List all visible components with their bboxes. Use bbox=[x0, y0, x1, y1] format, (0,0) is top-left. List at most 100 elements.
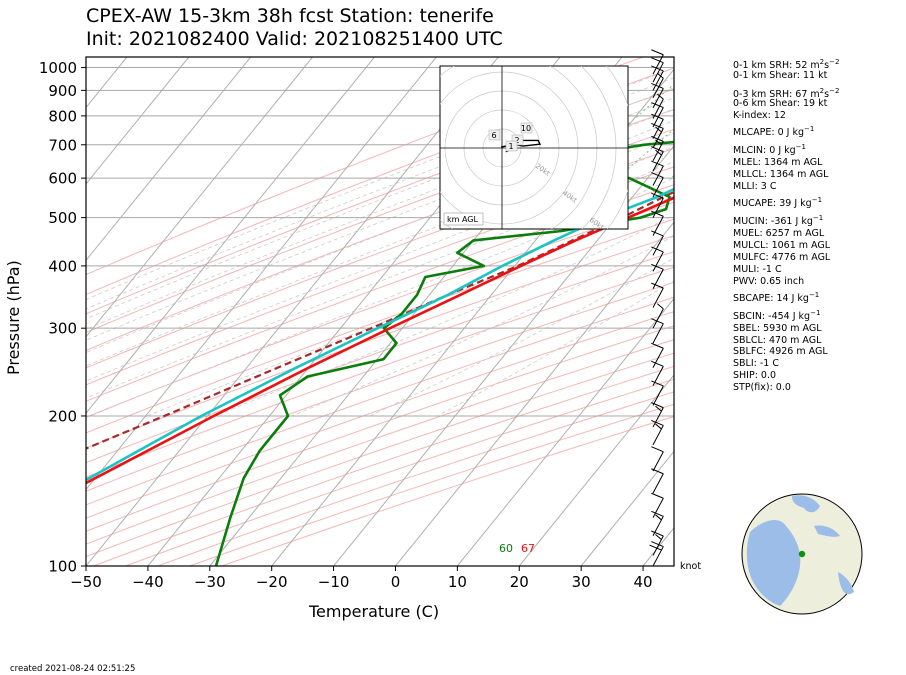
index-text: SBLI: -1 C bbox=[733, 358, 779, 369]
index-exponent: −1 bbox=[804, 125, 815, 133]
barb-flag bbox=[651, 192, 664, 199]
barb-flag bbox=[651, 360, 664, 367]
index-exponent: −1 bbox=[812, 214, 824, 222]
wind-barb bbox=[651, 210, 664, 236]
moist-adiabat bbox=[437, 280, 674, 417]
barb-flag bbox=[655, 405, 662, 412]
wind-barb bbox=[651, 402, 664, 428]
index-text: K-index: 12 bbox=[733, 110, 786, 121]
index-text: MLCIN: 0 J kg bbox=[733, 145, 796, 156]
barb-staff bbox=[652, 498, 664, 518]
wind-barb bbox=[652, 303, 664, 329]
y-tick-label: 900 bbox=[48, 82, 77, 100]
barb-staff bbox=[652, 177, 664, 198]
isotherm bbox=[86, 57, 499, 566]
station-marker bbox=[798, 550, 806, 558]
barb-staff bbox=[652, 165, 664, 186]
index-line: MLEL: 1364 m AGL bbox=[733, 157, 822, 168]
barb-flag bbox=[651, 172, 664, 179]
barb-flag bbox=[651, 402, 664, 409]
barb-flag bbox=[655, 149, 662, 156]
moist-adiabat bbox=[86, 146, 674, 382]
index-text: SBCIN: -454 J kg bbox=[733, 311, 811, 322]
dry-adiabat bbox=[86, 281, 674, 492]
y-tick-label: 800 bbox=[48, 107, 77, 125]
barb-staff bbox=[652, 269, 664, 289]
hodograph-height-box bbox=[488, 129, 501, 141]
barb-staff bbox=[652, 251, 664, 272]
index-text: MULCL: 1061 m AGL bbox=[733, 240, 831, 251]
hodograph-frame bbox=[439, 65, 629, 230]
index-line: MLLCL: 1364 m AGL bbox=[733, 169, 828, 180]
index-line: 0-3 km SRH: 67 m2s−2 bbox=[733, 86, 839, 100]
barb-flag bbox=[651, 530, 664, 537]
barb-flag bbox=[651, 446, 664, 453]
index-text: SBEL: 5930 m AGL bbox=[733, 323, 822, 334]
wind-barb bbox=[651, 65, 664, 91]
temperature-profile-line bbox=[86, 196, 674, 485]
barb-flag bbox=[651, 230, 664, 237]
barb-flag bbox=[651, 246, 664, 253]
dry-adiabat bbox=[86, 88, 674, 315]
hodograph-height-label: 10 bbox=[521, 124, 531, 133]
index-text: 0-6 km Shear: 19 kt bbox=[733, 98, 828, 109]
index-text: MUEL: 6257 m AGL bbox=[733, 228, 825, 239]
barb-staff bbox=[652, 287, 664, 308]
index-exponent: 2 bbox=[819, 58, 825, 66]
wind-barb bbox=[651, 263, 664, 289]
barb-flag bbox=[657, 93, 664, 100]
wind-barb bbox=[651, 446, 664, 472]
dry-adiabat bbox=[86, 325, 674, 532]
wind-barb bbox=[651, 83, 664, 109]
isotherm bbox=[0, 57, 3, 566]
barb-flag bbox=[655, 423, 662, 430]
barb-flag bbox=[655, 126, 662, 133]
y-tick-label: 100 bbox=[48, 558, 77, 576]
barb-staff bbox=[652, 347, 664, 368]
wind-unit-label: knot bbox=[680, 561, 701, 572]
y-tick-label: 300 bbox=[48, 320, 77, 338]
index-text: SBLCL: 470 m AGL bbox=[733, 335, 822, 346]
index-exponent: 2 bbox=[819, 87, 825, 95]
index-text: MULI: -1 C bbox=[733, 264, 782, 275]
wind-barb bbox=[649, 541, 664, 567]
x-tick-label: 10 bbox=[448, 573, 467, 591]
index-exponent: −1 bbox=[810, 309, 821, 317]
barb-flag bbox=[651, 49, 664, 56]
index-line: PWV: 0.65 inch bbox=[733, 276, 804, 287]
dewpoint-profile-line bbox=[214, 140, 674, 566]
created-timestamp: created 2021-08-24 02:51:25 bbox=[10, 664, 136, 674]
barb-staff bbox=[652, 308, 664, 329]
wind-barb bbox=[651, 530, 664, 556]
index-line: MUEL: 6257 m AGL bbox=[733, 228, 824, 239]
index-text: MLLCL: 1364 m AGL bbox=[733, 169, 829, 180]
index-text: STP(fix): 0.0 bbox=[733, 382, 791, 393]
isotherm bbox=[86, 57, 437, 491]
wind-barb bbox=[651, 230, 664, 256]
index-text: MLLI: 3 C bbox=[733, 181, 777, 192]
moist-adiabat bbox=[86, 119, 674, 353]
y-tick-label: 700 bbox=[48, 136, 77, 154]
dry-adiabat bbox=[86, 184, 674, 402]
barb-staff bbox=[652, 54, 664, 75]
barb-staff bbox=[652, 119, 664, 139]
hodograph-height-box bbox=[511, 134, 524, 146]
index-line: STP(fix): 0.0 bbox=[733, 382, 791, 393]
x-tick-label: −30 bbox=[194, 573, 226, 591]
index-text: SBCAPE: 14 J kg bbox=[733, 293, 809, 304]
barb-flag bbox=[651, 318, 664, 325]
isotherm bbox=[580, 450, 674, 566]
wind-barb bbox=[651, 419, 664, 446]
barb-flag bbox=[649, 544, 662, 551]
dry-adiabat bbox=[86, 352, 674, 558]
index-unit: s bbox=[824, 89, 830, 100]
dry-adiabat bbox=[86, 218, 674, 434]
hodograph-height-box bbox=[505, 140, 518, 152]
index-text: MULFC: 4776 m AGL bbox=[733, 252, 831, 263]
index-text: MLCAPE: 0 J kg bbox=[733, 127, 804, 138]
barb-flag bbox=[655, 534, 662, 540]
index-line: 0-1 km Shear: 11 kt bbox=[733, 70, 827, 81]
dry-adiabat bbox=[86, 251, 674, 464]
index-text: MUCAPE: 39 J kg bbox=[733, 198, 812, 209]
isotherm bbox=[86, 57, 375, 414]
